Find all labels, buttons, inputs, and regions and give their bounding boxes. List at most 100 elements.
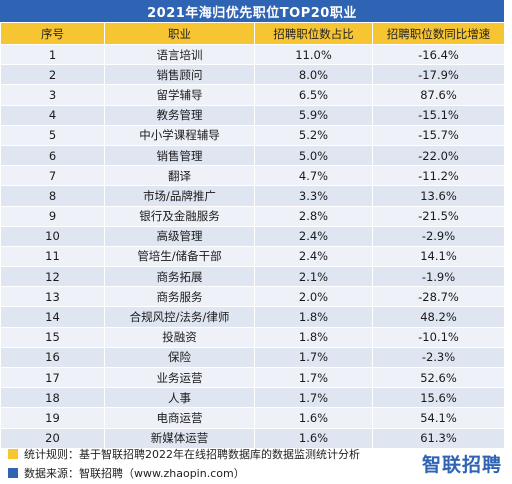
cell-growth: -2.3% [372, 346, 505, 369]
header-share: 招聘职位数占比 [254, 22, 373, 45]
cell-occupation: 教务管理 [104, 104, 255, 126]
table-row: 18 人事 1.7% 15.6% [0, 387, 505, 409]
table-row: 14 合规风控/法务/律师 1.8% 48.2% [0, 306, 505, 328]
cell-share: 1.8% [254, 306, 373, 328]
yellow-square-icon [8, 448, 18, 459]
cell-share: 11.0% [254, 43, 373, 66]
cell-rank: 5 [0, 124, 105, 146]
header-rank: 序号 [0, 22, 105, 45]
cell-occupation: 电商运营 [104, 407, 255, 429]
cell-share: 1.7% [254, 366, 373, 389]
cell-rank: 2 [0, 64, 105, 86]
cell-rank: 12 [0, 266, 105, 288]
cell-occupation: 高级管理 [104, 225, 255, 247]
cell-rank: 15 [0, 326, 105, 348]
cell-share: 2.4% [254, 245, 373, 268]
cell-occupation: 销售管理 [104, 144, 255, 167]
cell-growth: -17.9% [372, 64, 505, 86]
cell-rank: 11 [0, 245, 105, 268]
table-row: 17 业务运营 1.7% 52.6% [0, 366, 505, 389]
cell-share: 2.4% [254, 225, 373, 247]
table-row: 8 市场/品牌推广 3.3% 13.6% [0, 185, 505, 207]
cell-rank: 17 [0, 366, 105, 389]
cell-rank: 14 [0, 306, 105, 328]
ranking-table: 序号 职业 招聘职位数占比 招聘职位数同比增速 1 语言培训 11.0% -16.4%… [0, 22, 505, 449]
cell-rank: 4 [0, 104, 105, 126]
cell-growth: -10.1% [372, 326, 505, 348]
brand-logo: 智联招聘 [421, 454, 502, 476]
cell-occupation: 投融资 [104, 326, 255, 348]
cell-rank: 18 [0, 387, 105, 409]
cell-rank: 3 [0, 84, 105, 106]
cell-rank: 6 [0, 144, 105, 167]
cell-occupation: 银行及金融服务 [104, 205, 255, 227]
cell-growth: -15.1% [372, 104, 505, 126]
cell-share: 3.3% [254, 185, 373, 207]
cell-growth: 14.1% [372, 245, 505, 268]
cell-share: 2.8% [254, 205, 373, 227]
cell-rank: 13 [0, 286, 105, 308]
cell-share: 2.1% [254, 266, 373, 288]
cell-occupation: 销售顾问 [104, 64, 255, 86]
cell-occupation: 翻译 [104, 165, 255, 187]
cell-growth: -22.0% [372, 144, 505, 167]
cell-share: 1.7% [254, 387, 373, 409]
note-source: 数据来源：智联招聘（www.zhaopin.com） [8, 463, 360, 482]
table-row: 13 商务服务 2.0% -28.7% [0, 286, 505, 308]
cell-rank: 9 [0, 205, 105, 227]
cell-share: 1.8% [254, 326, 373, 348]
cell-rank: 20 [0, 427, 105, 449]
header-growth: 招聘职位数同比增速 [372, 22, 505, 45]
cell-occupation: 人事 [104, 387, 255, 409]
table-row: 3 留学辅导 6.5% 87.6% [0, 84, 505, 106]
cell-occupation: 新媒体运营 [104, 427, 255, 449]
cell-occupation: 合规风控/法务/律师 [104, 306, 255, 328]
cell-rank: 10 [0, 225, 105, 247]
table-row: 4 教务管理 5.9% -15.1% [0, 104, 505, 126]
cell-growth: 87.6% [372, 84, 505, 106]
cell-rank: 19 [0, 407, 105, 429]
table-row: 15 投融资 1.8% -10.1% [0, 326, 505, 348]
table-row: 16 保险 1.7% -2.3% [0, 346, 505, 369]
table-row: 12 商务拓展 2.1% -1.9% [0, 266, 505, 288]
cell-share: 8.0% [254, 64, 373, 86]
cell-occupation: 管培生/储备干部 [104, 245, 255, 268]
cell-share: 5.0% [254, 144, 373, 167]
cell-occupation: 商务拓展 [104, 266, 255, 288]
cell-share: 4.7% [254, 165, 373, 187]
cell-share: 1.6% [254, 407, 373, 429]
note-rule: 统计规则：基于智联招聘2022年在线招聘数据库的数据监测统计分析 [8, 444, 360, 463]
table-row: 10 高级管理 2.4% -2.9% [0, 225, 505, 247]
cell-growth: 15.6% [372, 387, 505, 409]
cell-growth: 13.6% [372, 185, 505, 207]
table-row: 9 银行及金融服务 2.8% -21.5% [0, 205, 505, 227]
footnotes: 统计规则：基于智联招聘2022年在线招聘数据库的数据监测统计分析 数据来源：智联… [8, 444, 360, 482]
cell-growth: 48.2% [372, 306, 505, 328]
table-row: 5 中小学课程辅导 5.2% -15.7% [0, 124, 505, 146]
cell-occupation: 中小学课程辅导 [104, 124, 255, 146]
cell-occupation: 商务服务 [104, 286, 255, 308]
table-row: 11 管培生/储备干部 2.4% 14.1% [0, 245, 505, 268]
cell-share: 6.5% [254, 84, 373, 106]
table-row: 1 语言培训 11.0% -16.4% [0, 43, 505, 66]
cell-share: 1.6% [254, 427, 373, 449]
cell-share: 2.0% [254, 286, 373, 308]
note-rule-text: 统计规则：基于智联招聘2022年在线招聘数据库的数据监测统计分析 [24, 447, 360, 461]
cell-growth: -11.2% [372, 165, 505, 187]
cell-occupation: 语言培训 [104, 43, 255, 66]
cell-growth: 54.1% [372, 407, 505, 429]
table-row: 20 新媒体运营 1.6% 61.3% [0, 427, 505, 449]
note-source-text: 数据来源：智联招聘（www.zhaopin.com） [24, 466, 245, 480]
table-row: 7 翻译 4.7% -11.2% [0, 165, 505, 187]
cell-share: 1.7% [254, 346, 373, 369]
blue-square-icon [8, 467, 18, 478]
header-occupation: 职业 [104, 22, 255, 45]
table-row: 19 电商运营 1.6% 54.1% [0, 407, 505, 429]
cell-share: 5.2% [254, 124, 373, 146]
cell-rank: 7 [0, 165, 105, 187]
cell-rank: 1 [0, 43, 105, 66]
cell-growth: -16.4% [372, 43, 505, 66]
cell-growth: -15.7% [372, 124, 505, 146]
cell-occupation: 市场/品牌推广 [104, 185, 255, 207]
